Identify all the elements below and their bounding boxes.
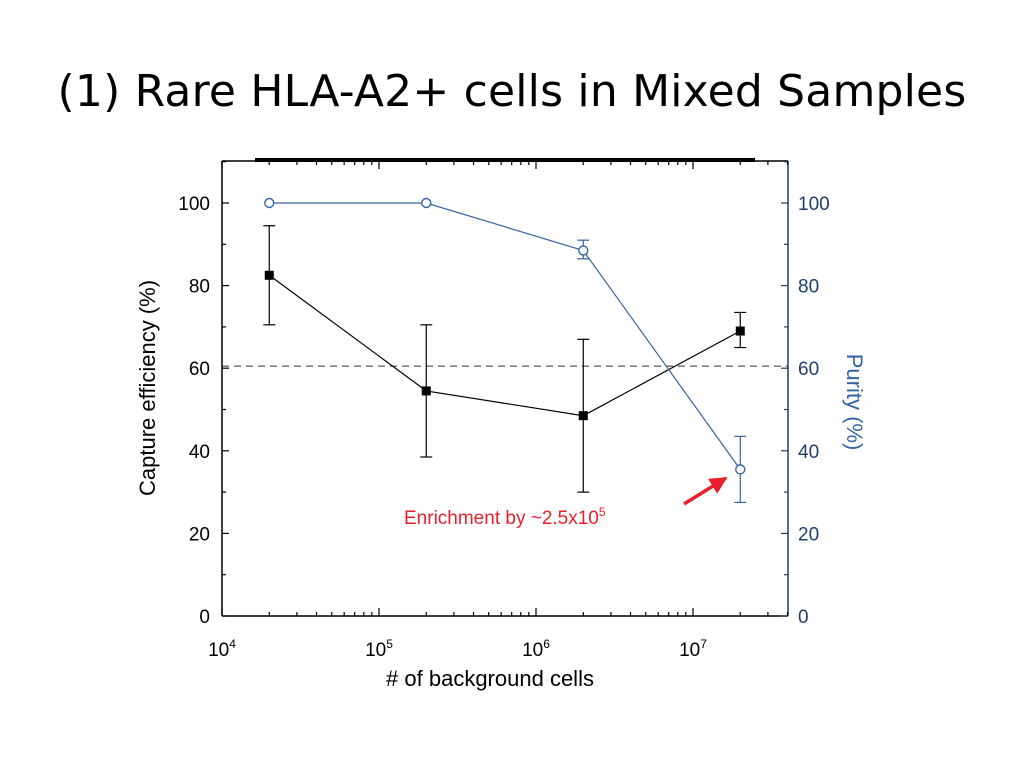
enrichment-annotation-text: Enrichment by ~2.5x10 xyxy=(404,508,599,529)
left-tick-label: 100 xyxy=(178,194,210,215)
x-tick-label: 106 xyxy=(522,637,550,661)
x-tick-labels: 104 105 106 107 xyxy=(208,637,707,661)
x-tick-label: 107 xyxy=(679,637,707,661)
right-axis-title: Purity (%) xyxy=(842,354,867,451)
series-group xyxy=(263,197,747,504)
enrichment-annotation-superscript: 5 xyxy=(599,505,606,519)
enrichment-arrow xyxy=(683,476,728,506)
enrichment-annotation: Enrichment by ~2.5x105 xyxy=(404,505,606,529)
right-tick-labels: 0 20 40 60 80 100 xyxy=(798,194,830,628)
x-axis-title: # of background cells xyxy=(386,666,594,691)
right-tick-label: 100 xyxy=(798,194,830,215)
x-tick-label: 104 xyxy=(208,637,236,661)
x-tick-label: 105 xyxy=(365,637,393,661)
axis-ticks xyxy=(221,161,789,617)
left-tick-label: 20 xyxy=(189,524,210,545)
left-tick-label: 60 xyxy=(189,359,210,380)
right-tick-label: 20 xyxy=(798,524,819,545)
right-tick-label: 40 xyxy=(798,442,819,463)
left-tick-label: 80 xyxy=(189,277,210,298)
purity-point xyxy=(578,245,589,256)
capture-point xyxy=(264,270,274,280)
purity-series-line xyxy=(269,202,741,470)
purity-point xyxy=(421,197,432,209)
capture-point xyxy=(735,326,745,336)
purity-point xyxy=(264,197,275,209)
purity-point xyxy=(735,464,746,475)
slide-title: (1) Rare HLA-A2+ cells in Mixed Samples xyxy=(57,66,967,117)
capture-series-line xyxy=(268,274,741,417)
capture-point xyxy=(578,411,588,421)
left-tick-label: 0 xyxy=(199,607,210,628)
right-tick-label: 80 xyxy=(798,277,819,298)
left-tick-labels: 0 20 40 60 80 100 xyxy=(178,194,210,628)
capture-point xyxy=(421,386,431,396)
left-axis-title: Capture efficiency (%) xyxy=(135,280,160,496)
right-tick-label: 0 xyxy=(798,607,809,628)
left-tick-label: 40 xyxy=(189,442,210,463)
right-tick-label: 60 xyxy=(798,359,819,380)
